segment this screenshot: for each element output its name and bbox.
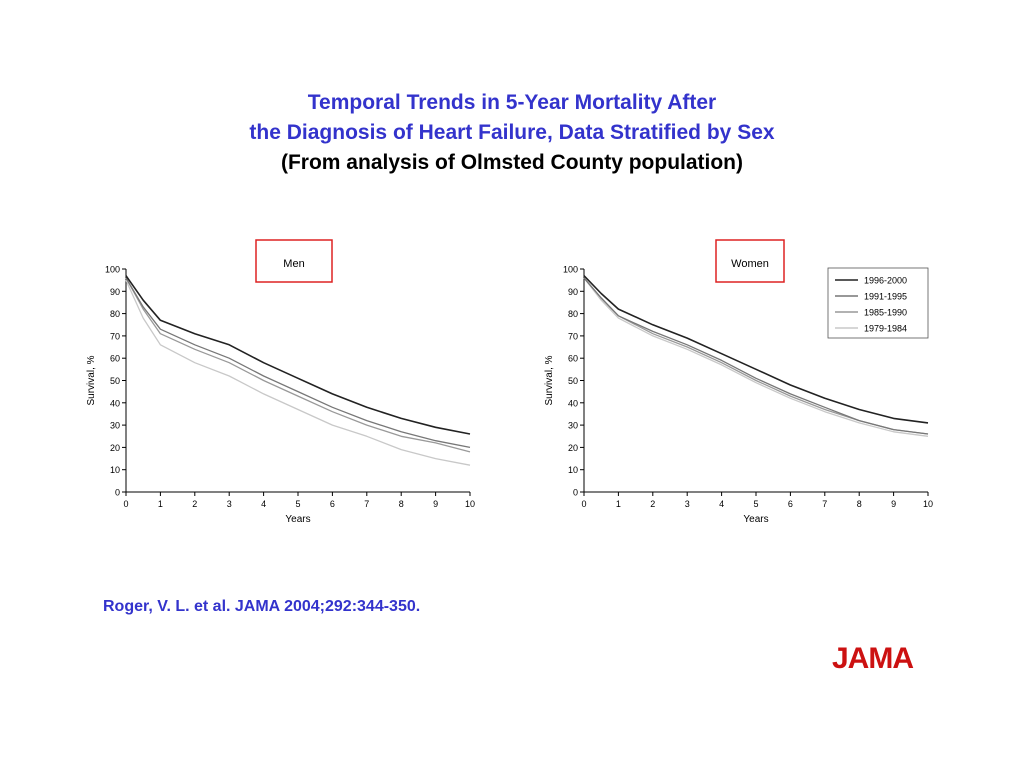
y-tick-label: 20 [568, 443, 578, 453]
x-tick-label: 4 [719, 499, 724, 509]
series-line-1979-1984 [125, 279, 471, 466]
y-tick-label: 50 [110, 376, 120, 386]
x-tick-label: 2 [650, 499, 655, 509]
series-line-1991-1995 [583, 277, 929, 435]
series-line-1996-2000 [583, 275, 929, 424]
x-tick-label: 5 [753, 499, 758, 509]
x-tick-label: 8 [399, 499, 404, 509]
x-tick-label: 4 [261, 499, 266, 509]
y-axis-label: Survival, % [544, 355, 555, 405]
y-tick-label: 0 [573, 488, 578, 498]
y-tick-label: 70 [568, 331, 578, 341]
x-tick-label: 7 [822, 499, 827, 509]
series-line-1979-1984 [583, 277, 929, 437]
title-line-3: (From analysis of Olmsted County populat… [280, 151, 744, 174]
x-tick-label: 3 [685, 499, 690, 509]
jama-logo: JAMA [832, 642, 914, 675]
chart-title-box [255, 239, 333, 283]
x-tick-label: 10 [923, 499, 933, 509]
x-tick-label: 1 [616, 499, 621, 509]
x-tick-label: 1 [158, 499, 163, 509]
chart-title-box [715, 239, 785, 283]
y-tick-label: 50 [568, 376, 578, 386]
y-tick-label: 20 [110, 443, 120, 453]
y-tick-label: 70 [110, 331, 120, 341]
x-axis-label: Years [743, 514, 768, 525]
women-survival-chart: Women 0 10 20 30 40 50 60 70 80 90 100 0 1 2 3 4 5 6 7 8 9 10 Y… [544, 239, 933, 525]
y-tick-label: 60 [110, 354, 120, 364]
x-tick-label: 3 [227, 499, 232, 509]
x-tick-label: 0 [123, 499, 128, 509]
y-tick-label: 40 [110, 398, 120, 408]
y-tick-label: 80 [568, 309, 578, 319]
series-line-1985-1990 [125, 277, 471, 453]
slide-title: Temporal Trends in 5-Year Mortality Afte… [0, 88, 1024, 178]
chart-title: Men [283, 258, 304, 270]
x-tick-label: 9 [891, 499, 896, 509]
x-tick-label: 7 [364, 499, 369, 509]
y-tick-label: 10 [110, 465, 120, 475]
y-tick-label: 60 [568, 354, 578, 364]
x-tick-label: 10 [465, 499, 475, 509]
y-tick-label: 10 [568, 465, 578, 475]
x-tick-label: 8 [857, 499, 862, 509]
y-tick-label: 100 [563, 265, 578, 275]
x-tick-label: 6 [788, 499, 793, 509]
x-axis-label: Years [285, 514, 310, 525]
series-line-1996-2000 [125, 275, 471, 435]
y-tick-label: 80 [110, 309, 120, 319]
title-line-2: the Diagnosis of Heart Failure, Data Str… [249, 121, 775, 144]
title-line-1: Temporal Trends in 5-Year Mortality Afte… [307, 91, 717, 114]
chart-title: Women [731, 258, 769, 270]
y-tick-label: 90 [110, 287, 120, 297]
x-tick-label: 2 [192, 499, 197, 509]
y-axis-label: Survival, % [86, 355, 97, 405]
men-survival-chart: Men 0 10 20 30 40 50 60 70 80 90 100 0 1 2 3 4 5 6 7 8 9 10 Yea… [86, 239, 475, 525]
legend-label: 1996-2000 [864, 276, 907, 286]
citation: Roger, V. L. et al. JAMA 2004;292:344-35… [103, 598, 421, 615]
y-tick-label: 40 [568, 398, 578, 408]
y-tick-label: 0 [115, 488, 120, 498]
y-tick-label: 30 [568, 421, 578, 431]
x-tick-label: 6 [330, 499, 335, 509]
x-tick-label: 5 [295, 499, 300, 509]
y-tick-label: 100 [105, 265, 120, 275]
legend-label: 1991-1995 [864, 292, 907, 302]
y-tick-label: 30 [110, 421, 120, 431]
legend-label: 1985-1990 [864, 308, 907, 318]
x-tick-label: 0 [581, 499, 586, 509]
legend-label: 1979-1984 [864, 324, 907, 334]
x-tick-label: 9 [433, 499, 438, 509]
series-line-1991-1995 [125, 277, 471, 449]
y-tick-label: 90 [568, 287, 578, 297]
